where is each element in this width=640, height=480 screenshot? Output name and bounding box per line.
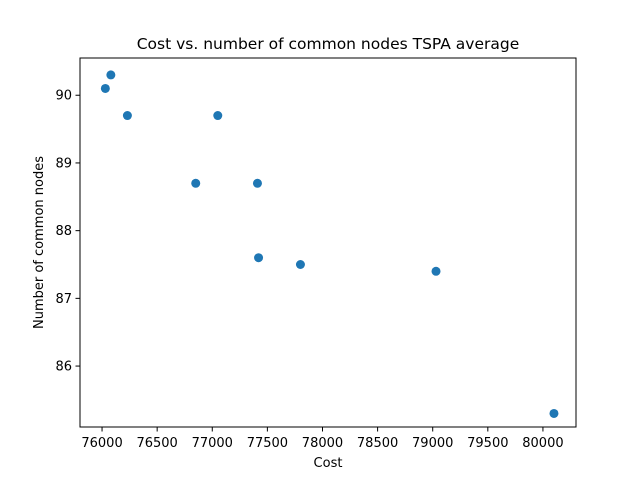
data-point-8 [295,260,305,269]
x-tick-label: 76500 [136,436,177,451]
x-tick-label: 77000 [192,436,233,451]
y-tick-label: 86 [55,360,72,375]
x-axis-label: Cost [314,456,343,471]
data-point-5 [213,111,223,121]
data-point-10 [549,408,559,418]
data-points [100,70,559,418]
x-tick-label: 78000 [302,436,343,451]
y-tick-label: 90 [55,89,72,104]
y-axis-label: Number of common nodes [32,156,47,329]
x-tick-label: 78500 [357,436,398,451]
x-tick-label: 79000 [412,436,453,451]
data-point-2 [106,70,116,80]
data-point-7 [254,253,264,263]
chart-title: Cost vs. number of common nodes TSPA ave… [137,35,520,53]
y-tick-label: 88 [55,224,72,239]
x-tick-label: 76000 [81,436,122,451]
y-axis-ticks: 86 87 88 89 90 [55,89,80,375]
data-point-3 [122,111,132,121]
x-axis-ticks: 76000 76500 77000 77500 78000 78500 79000 79500… [81,427,564,451]
y-tick-label: 89 [55,156,72,171]
x-tick-label: 80000 [522,436,563,451]
data-point-1 [100,83,110,93]
data-point-4 [191,178,201,188]
data-point-6 [252,178,262,188]
y-tick-label: 87 [55,292,72,307]
x-tick-label: 79500 [467,436,508,451]
x-tick-label: 77500 [247,436,288,451]
plot-frame [79,57,577,428]
data-point-9 [431,266,441,276]
